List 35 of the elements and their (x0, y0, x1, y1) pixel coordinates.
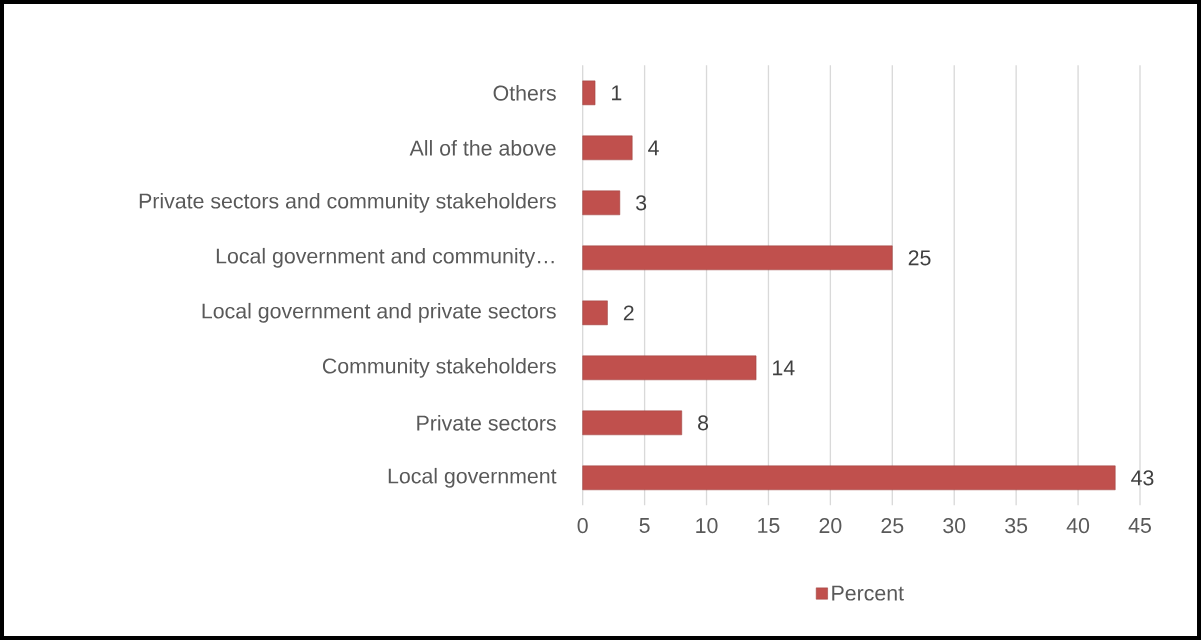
x-tick-label: 5 (639, 518, 650, 533)
x-tick-label: 35 (1005, 518, 1028, 534)
y-tick-label: Others (493, 85, 556, 101)
data-label: 3 (636, 195, 647, 211)
y-tick-label: Private sectors and community stakeholders (139, 192, 556, 213)
data-label: 25 (908, 250, 931, 266)
legend-label: Percent (832, 585, 904, 601)
x-tick-label: 10 (696, 518, 718, 534)
x-tick-label: 25 (881, 518, 904, 534)
bar (582, 135, 633, 161)
y-tick-label: All of the above (409, 140, 556, 156)
bar (582, 465, 1116, 491)
data-label: 2 (623, 305, 634, 321)
y-tick-label: Community stakeholders (322, 357, 556, 378)
bar (582, 300, 608, 326)
data-label: 14 (773, 360, 795, 376)
x-tick-label: 45 (1128, 518, 1151, 533)
y-tick-label: Local government and private sectors (202, 302, 556, 323)
y-tick-label: Local government and community… (216, 247, 554, 268)
bar (582, 80, 596, 106)
data-label: 8 (698, 415, 709, 431)
bar (582, 245, 893, 271)
y-tick-label: Private sectors (417, 415, 556, 431)
data-label: 4 (648, 140, 659, 156)
bar (582, 355, 757, 381)
x-tick-label: 0 (577, 518, 588, 534)
x-tick-label: 15 (758, 518, 780, 533)
data-label: 43 (1131, 470, 1154, 486)
x-tick-label: 30 (943, 518, 966, 534)
bar (582, 190, 621, 216)
x-tick-label: 40 (1066, 518, 1090, 534)
y-tick-label: Local government (388, 467, 557, 488)
data-label: 1 (612, 85, 622, 101)
bar (582, 410, 683, 436)
x-tick-label: 20 (819, 518, 842, 534)
